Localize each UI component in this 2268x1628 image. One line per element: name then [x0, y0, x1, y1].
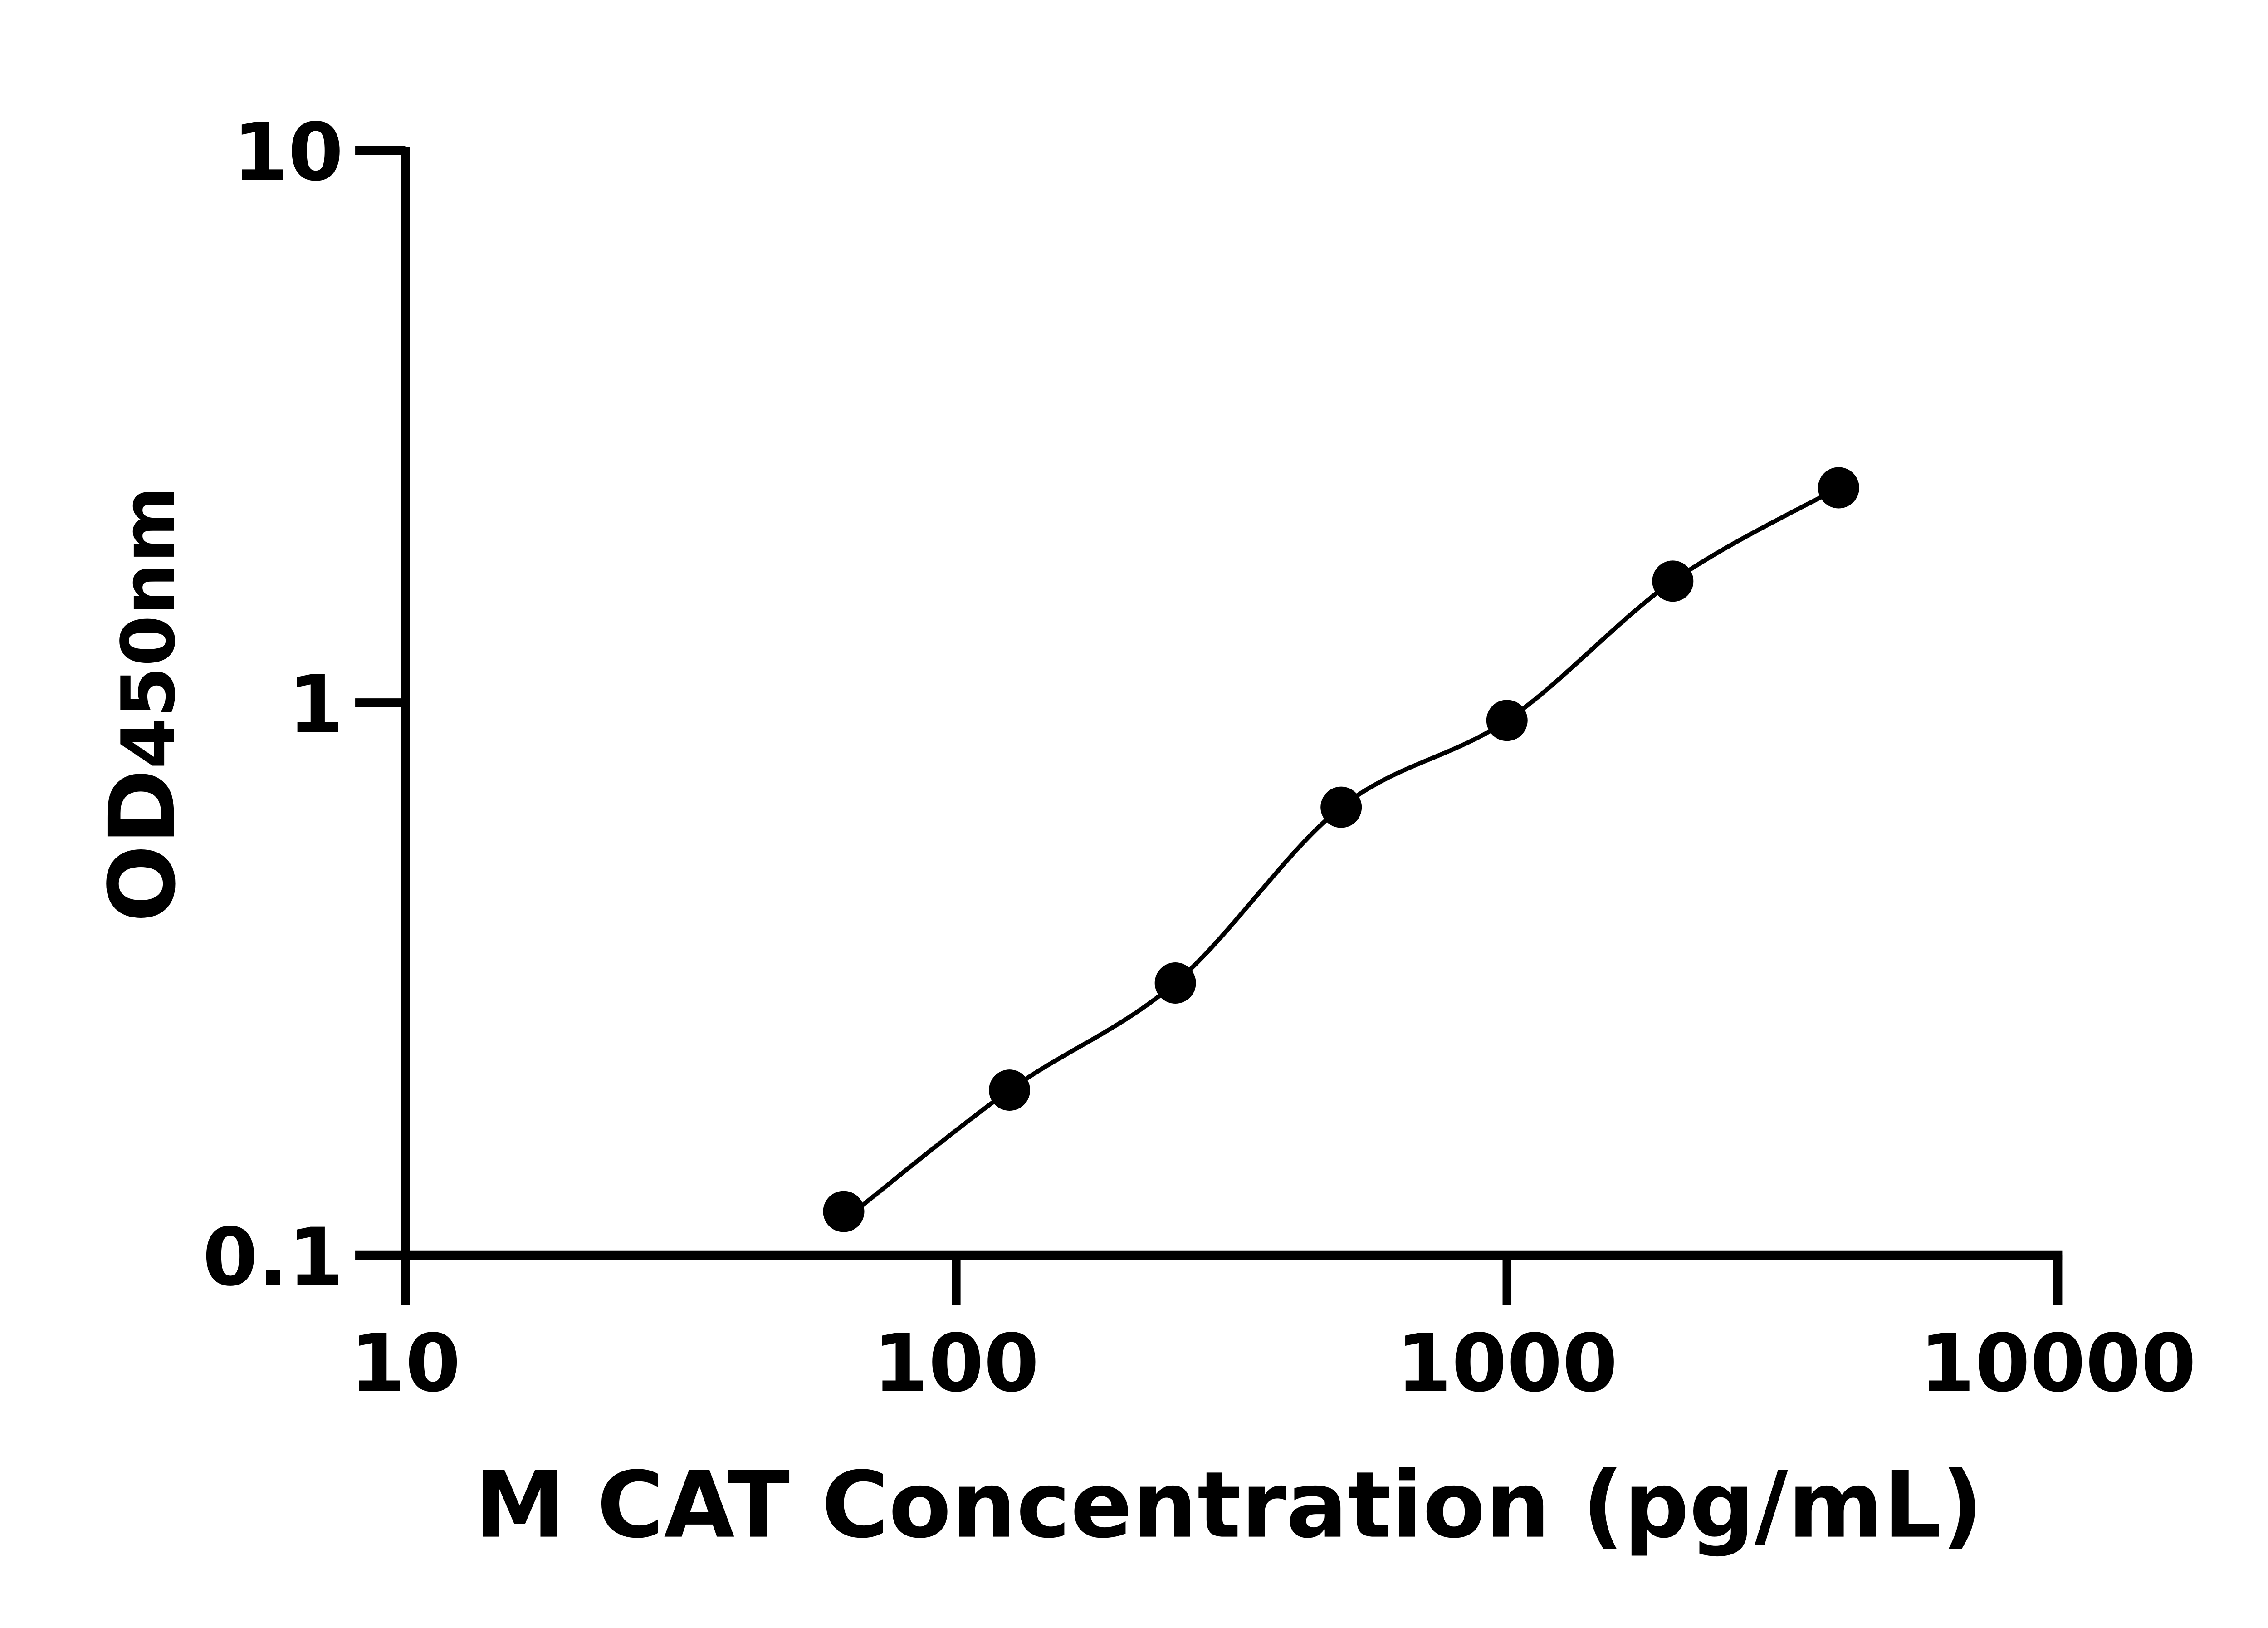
x-tick-label: 10000	[1920, 1317, 2196, 1410]
data-points-group	[823, 467, 1859, 1232]
data-point-1	[823, 1191, 865, 1232]
data-point-7	[1818, 467, 1859, 509]
x-tick-label: 100	[873, 1317, 1039, 1410]
data-point-3	[1154, 962, 1196, 1004]
y-axis-title-sub: 450nm	[106, 486, 192, 769]
y-tick-label: 1	[288, 659, 343, 751]
y-tick-label: 10	[233, 106, 343, 199]
x-tick-label: 1000	[1396, 1317, 1618, 1410]
y-axis-title-main: OD	[90, 769, 196, 922]
data-point-5	[1486, 700, 1528, 741]
y-tick-label: 0.1	[203, 1211, 344, 1304]
data-point-2	[989, 1069, 1031, 1111]
y-axis-title: OD450nm	[90, 486, 196, 922]
data-point-4	[1320, 786, 1362, 828]
fit-curve-group	[842, 485, 1840, 1222]
data-point-6	[1652, 560, 1694, 602]
x-tick-label: 10	[350, 1317, 460, 1410]
axes-group: 0.1 1 10 10 100 1000 10000	[203, 106, 2196, 1410]
x-axis-title: M CAT Concentration (pg/mL)	[474, 1452, 1983, 1559]
fit-curve	[842, 485, 1840, 1222]
